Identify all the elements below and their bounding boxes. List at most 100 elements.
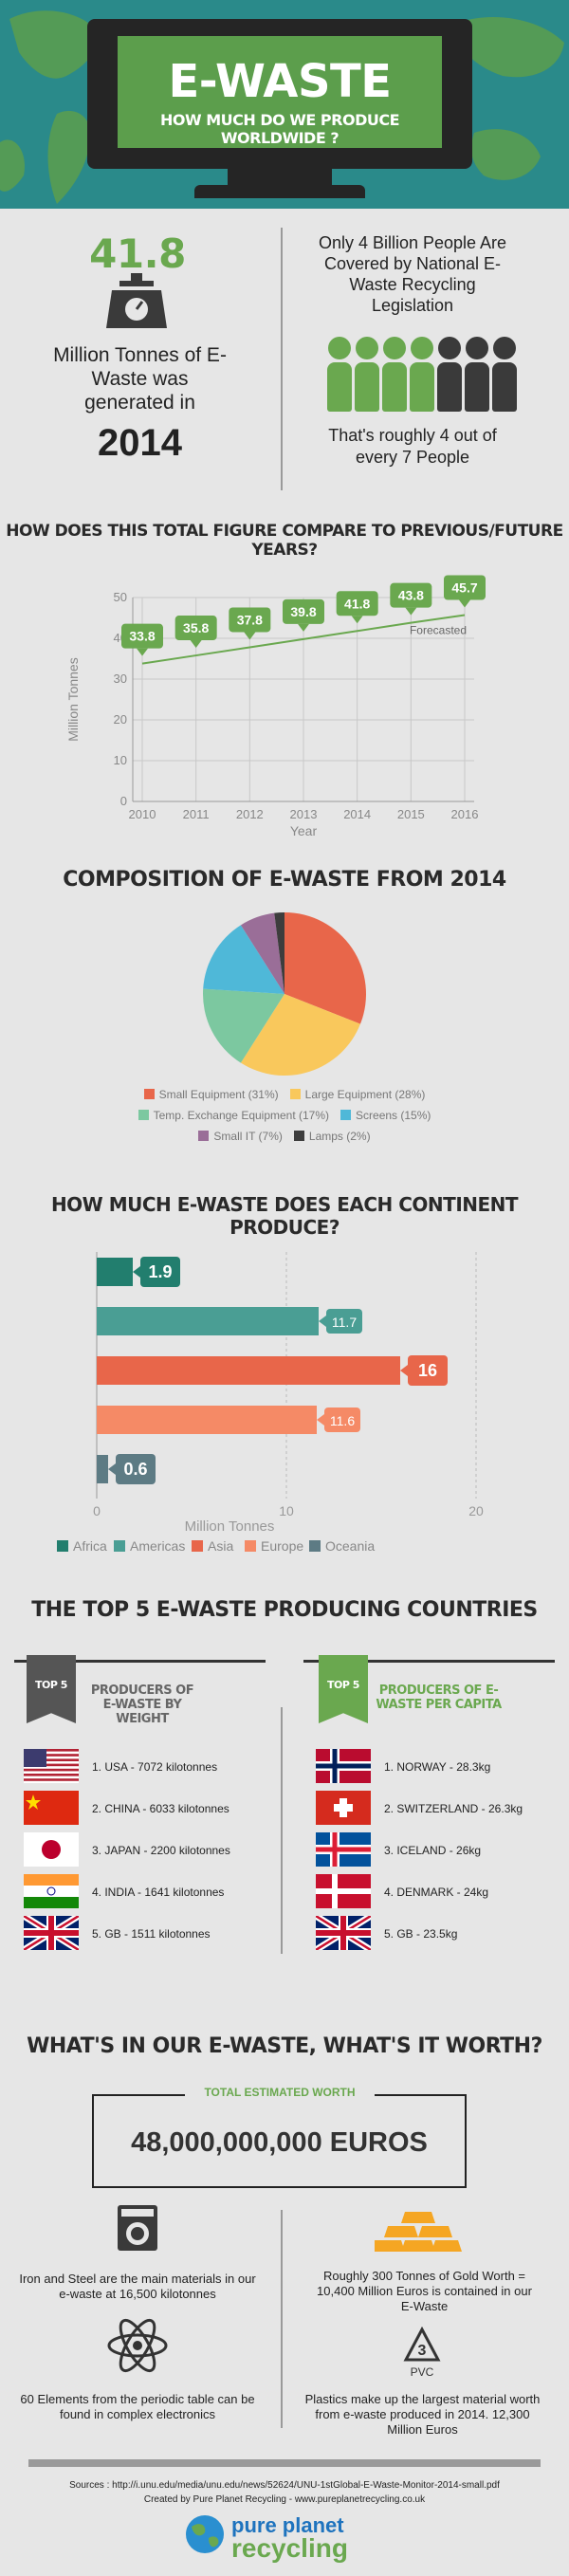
top5-divider [281,1707,283,1954]
legend-item: Africa [57,1538,107,1554]
top5-right-item-text: 5. GB - 23.5kg [384,1927,458,1941]
data-label-text: 37.8 [237,612,263,627]
x-tick-label: 10 [279,1503,294,1518]
usa-flag [24,1749,79,1788]
data-label-bubble [336,591,378,616]
top5-right-item-text: 1. NORWAY - 28.3kg [384,1760,491,1774]
data-label-text: 43.8 [398,588,424,603]
data-label-bubble [121,623,163,649]
bar-label-text: 11.6 [330,1413,355,1428]
uk-flag [22,1913,81,1955]
bar-label-box [140,1257,180,1287]
bar-section-title: HOW MUCH E-WASTE DOES EACH CONTINENT PRO… [50,1193,519,1239]
scale-icon [106,273,167,328]
monitor-screen [118,36,442,148]
legend-label: Oceania [325,1538,375,1554]
top5-right-item-text: 4. DENMARK - 24kg [384,1886,489,1899]
japan-flag [24,1832,79,1871]
people-icons [327,337,522,413]
data-label-pointer [405,607,417,616]
data-label-bubble [283,598,324,624]
data-label-bubble [174,616,217,641]
iceland-flag [316,1832,371,1871]
stat-year: 2014 [98,422,182,464]
pie-slice [203,988,284,1063]
legend-label: Europe [261,1538,303,1554]
legend-label: Americas [130,1538,185,1554]
legend-row: Small IT (7%) Lamps (2%) [95,1126,474,1147]
worth-box-label: TOTAL ESTIMATED WORTH [185,2086,375,2099]
top5-right-heading: PRODUCERS OF E-WASTE PER CAPITA [376,1684,502,1712]
logo-text-bottom: recycling [231,2533,348,2563]
pvc-number: 3 [418,2343,427,2359]
x-tick-label: 2010 [129,807,156,821]
top5-right-rule [303,1660,555,1663]
bar [97,1455,108,1483]
bar-label-text: 0.6 [123,1460,147,1479]
bar-label: 16 [400,1355,448,1386]
worth-divider [281,2210,283,2428]
pie-chart [203,912,366,1076]
bar-label: 0.6 [108,1454,156,1484]
pie-legend: Small Equipment (31%) Large Equipment (28… [95,1084,474,1147]
legend-item: Temp. Exchange Equipment (17%) [138,1109,329,1122]
top5-right-item: 1. NORWAY - 28.3kg [316,1749,562,1787]
data-label-pointer [298,623,309,632]
bar-label: 11.6 [317,1408,360,1432]
data-label-text: 33.8 [129,629,155,644]
top5-right-item: 2. SWITZERLAND - 26.3kg [316,1791,562,1829]
data-label-bubble [229,607,271,633]
person-icon-uncovered [437,337,462,413]
top5-left-rule [14,1660,266,1663]
footer-credit[interactable]: Created by Pure Planet Recycling - www.p… [143,2494,426,2505]
y-tick-label: 50 [114,590,127,604]
x-tick-label: 20 [468,1503,484,1518]
bar-label-box [326,1309,362,1334]
bar-label-pointer [317,1414,324,1426]
china-flag [24,1791,79,1830]
legend-item: Asia [192,1538,233,1554]
pure-planet-logo-globe-icon [186,2515,224,2553]
monitor-base [194,185,365,198]
data-label-pointer [190,640,202,649]
legend-label: Small Equipment (31%) [158,1088,279,1101]
person-icon-covered [382,337,407,413]
worth-title: WHAT'S IN OUR E-WASTE, WHAT'S IT WORTH? [27,2034,542,2058]
x-tick-label: 2013 [290,807,318,821]
x-tick-label: 2016 [451,807,479,821]
top5-left-badge: TOP 5 [27,1655,76,1723]
bar [97,1307,319,1335]
data-label: 39.8 [283,598,324,632]
legend-label: Large Equipment (28%) [304,1088,426,1101]
fact-gold-text: Roughly 300 Tonnes of Gold Worth = 10,40… [317,2269,532,2313]
people-text: Only 4 Billion People Are Covered by Nat… [318,233,507,315]
y-tick-label: 0 [120,794,127,808]
norway-flag [316,1749,371,1788]
data-label: 43.8 [390,582,432,616]
legend-swatch [192,1540,203,1552]
footer-sources[interactable]: Sources : http://i.unu.edu/media/unu.edu… [69,2480,500,2491]
legend-swatch [309,1540,321,1552]
legend-label: Small IT (7%) [213,1130,283,1143]
legend-item: Americas [114,1538,185,1554]
atom-icon [107,2318,168,2373]
x-tick-label: 2011 [183,807,210,821]
legend-item: Small Equipment (31%) [143,1088,279,1101]
person-icon-uncovered [465,337,489,413]
bar-label-text: 1.9 [148,1262,172,1281]
legend-swatch [143,1089,155,1099]
pie-slice [203,925,284,994]
data-label: 35.8 [174,616,217,649]
data-label-text: 39.8 [290,604,316,619]
y-tick-label: 30 [114,672,127,686]
data-label-bubble [390,582,432,608]
data-label-text: 45.7 [451,580,477,595]
header-subtitle: HOW MUCH DO WE PRODUCE WORLDWIDE ? [159,111,400,147]
fact-elements-text: 60 Elements from the periodic table can … [20,2392,255,2421]
worth-amount: 48,000,000,000 EUROS [131,2127,428,2158]
data-label-pointer [137,648,148,656]
x-axis-label: Million Tonnes [185,1518,275,1535]
pvc-label: PVC [410,2365,434,2379]
legend-item: Lamps (2%) [293,1130,371,1143]
